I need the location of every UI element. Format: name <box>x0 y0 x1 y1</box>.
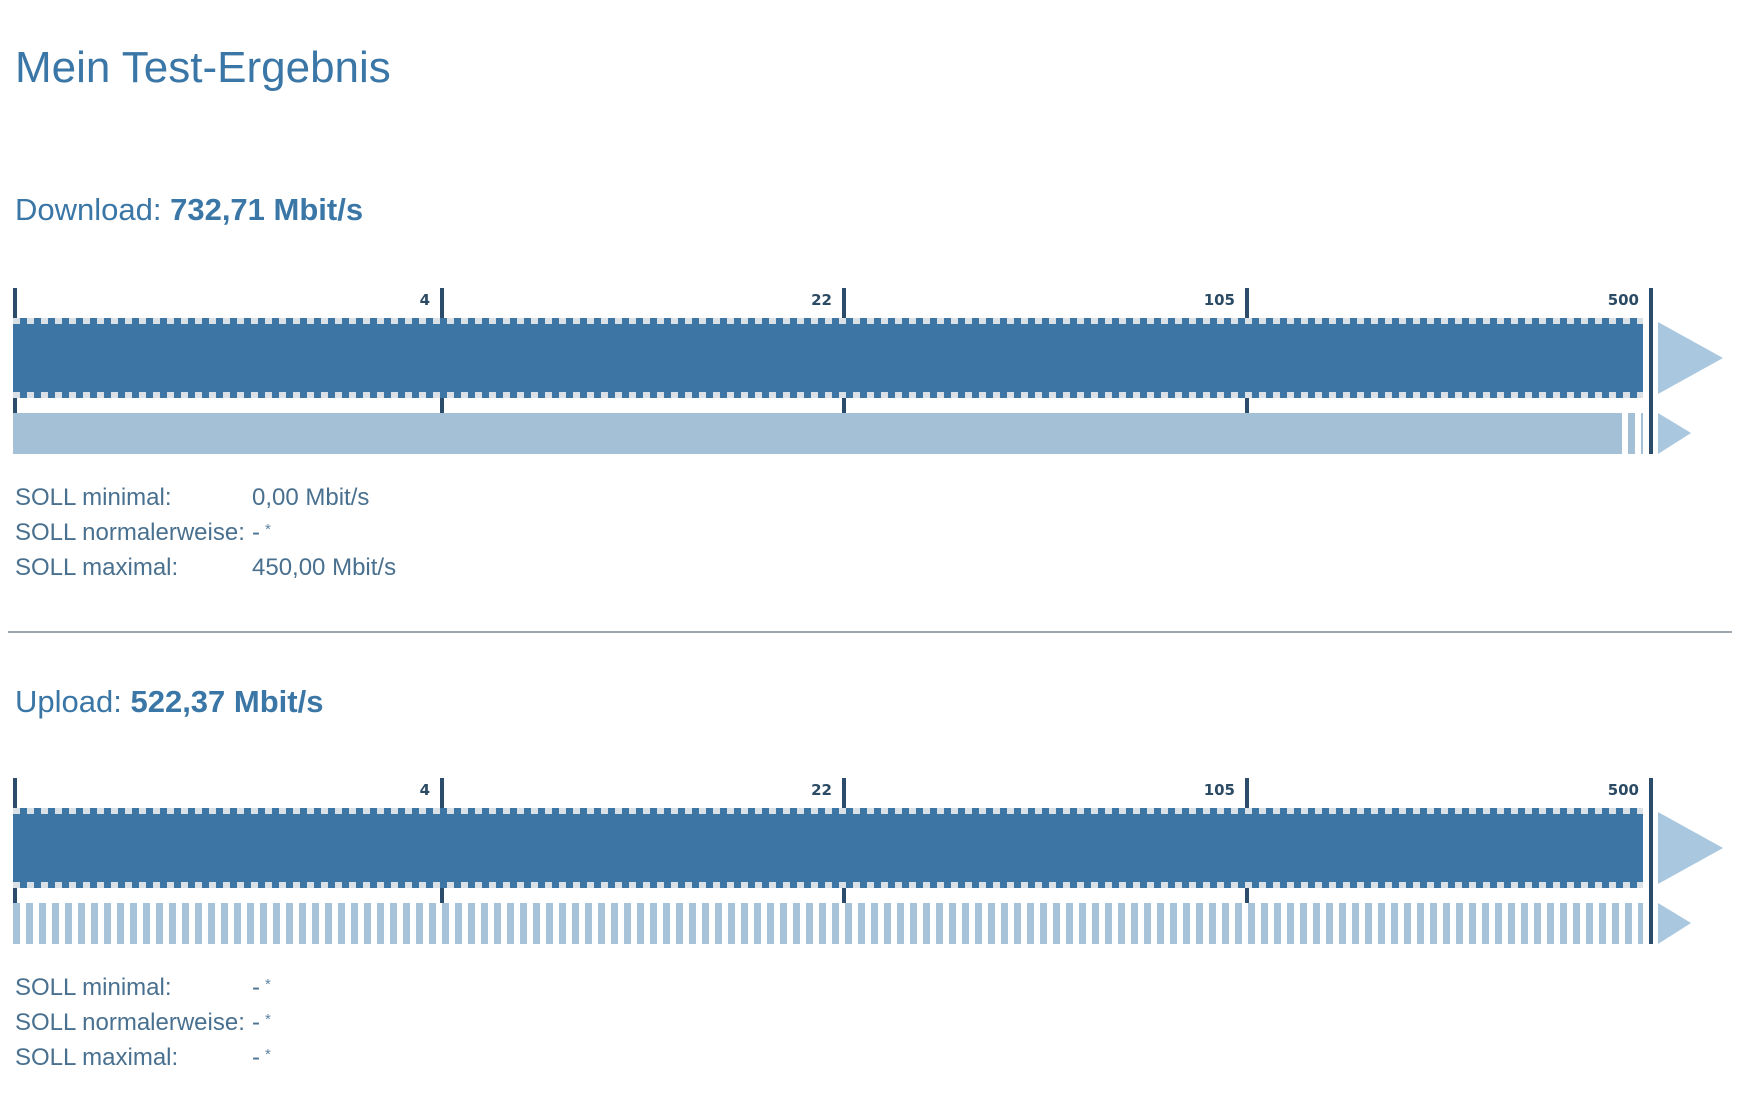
soll-value: - <box>252 974 260 1001</box>
bar-dashed-edge <box>13 392 1643 398</box>
soll-row: SOLL minimal: 0,00 Mbit/s <box>15 477 715 512</box>
soll-asterisk: * <box>265 976 271 993</box>
soll-row: SOLL maximal: - * <box>15 1037 715 1072</box>
soll-value: - <box>252 519 260 546</box>
upload-heading-label: Upload: <box>15 684 131 719</box>
soll-label: SOLL maximal: <box>15 1044 179 1071</box>
soll-label: SOLL normalerweise: <box>15 1009 245 1036</box>
bar-dashed-edge <box>13 882 1643 888</box>
tick-label: 22 <box>811 291 832 309</box>
soll-row: SOLL normalerweise: - * <box>15 512 715 547</box>
download-soll-list: SOLL minimal: 0,00 Mbit/s SOLL normalerwe… <box>15 477 715 582</box>
scale-break-notch <box>1622 413 1628 454</box>
section-divider <box>8 631 1732 633</box>
upload-soll-list: SOLL minimal: - * SOLL normalerweise: - * SO… <box>15 967 715 1072</box>
upload-chart: 4 22 105 500 <box>13 778 1740 950</box>
soll-value: - <box>252 1009 260 1036</box>
download-heading-label: Download: <box>15 192 171 227</box>
soll-row: SOLL minimal: - * <box>15 967 715 1002</box>
soll-label: SOLL normalerweise: <box>15 519 245 546</box>
soll-bar <box>13 413 1643 454</box>
scale-end-line <box>1649 288 1653 454</box>
tick-label: 4 <box>419 291 430 309</box>
soll-label: SOLL minimal: <box>15 484 172 511</box>
upload-heading-value: 522,37 Mbit/s <box>130 684 324 719</box>
download-chart: 4 22 105 500 <box>13 288 1740 460</box>
soll-asterisk: * <box>265 1011 271 1028</box>
tick-label: 4 <box>419 781 430 799</box>
scale-end-line <box>1649 778 1653 944</box>
soll-label: SOLL minimal: <box>15 974 172 1001</box>
soll-value: 0,00 Mbit/s <box>252 484 370 511</box>
soll-value: - <box>252 1044 260 1071</box>
tick-label: 22 <box>811 781 832 799</box>
soll-row: SOLL maximal: 450,00 Mbit/s <box>15 547 715 582</box>
soll-row: SOLL normalerweise: - * <box>15 1002 715 1037</box>
page-title: Mein Test-Ergebnis <box>15 43 391 93</box>
download-heading-value: 732,71 Mbit/s <box>170 192 364 227</box>
tick-label: 105 <box>1203 291 1235 309</box>
tick-label: 500 <box>1607 291 1639 309</box>
download-heading: Download: 732,71 Mbit/s <box>15 192 363 228</box>
bar-dashed-edge <box>13 318 1643 324</box>
soll-label: SOLL maximal: <box>15 554 179 581</box>
bar-dashed-edge <box>13 808 1643 814</box>
tick-label: 500 <box>1607 781 1639 799</box>
measured-bar <box>13 808 1643 888</box>
upload-heading: Upload: 522,37 Mbit/s <box>15 684 323 720</box>
soll-value: 450,00 Mbit/s <box>252 554 397 581</box>
soll-asterisk: * <box>265 521 271 538</box>
right-arrow-icon <box>1658 903 1691 944</box>
soll-asterisk: * <box>265 1046 271 1063</box>
tick-label: 105 <box>1203 781 1235 799</box>
scale-break-notch <box>1635 413 1641 454</box>
right-arrow-icon <box>1658 322 1723 394</box>
right-arrow-icon <box>1658 413 1691 454</box>
right-arrow-icon <box>1658 812 1723 884</box>
measured-bar <box>13 318 1643 398</box>
soll-bar-unknown <box>13 903 1643 944</box>
